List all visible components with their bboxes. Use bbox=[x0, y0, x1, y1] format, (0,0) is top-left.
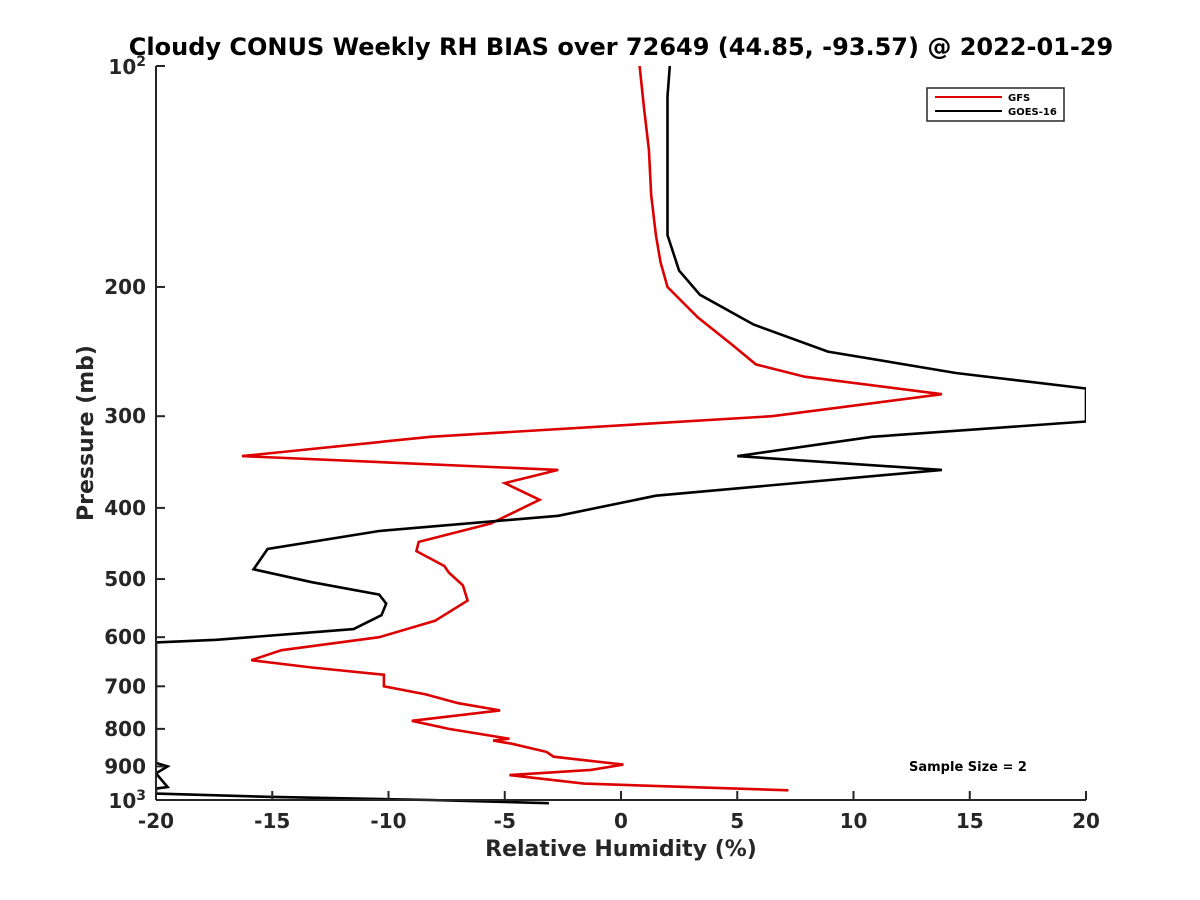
legend-label-goes16: GOES-16 bbox=[1008, 107, 1057, 118]
x-tick-label: 10 bbox=[840, 809, 868, 833]
y-tick-label: 600 bbox=[104, 625, 146, 649]
x-tick-label: -20 bbox=[138, 809, 174, 833]
y-tick-label: 500 bbox=[104, 567, 146, 591]
series-line-gfs bbox=[241, 66, 943, 792]
x-tick-label: 15 bbox=[956, 809, 984, 833]
series-line-goes-16 bbox=[156, 66, 1086, 805]
x-axis-label: Relative Humidity (%) bbox=[485, 837, 757, 862]
y-tick-label: 103 bbox=[108, 788, 146, 813]
y-tick-base: 10 bbox=[108, 789, 136, 813]
chart-title: Cloudy CONUS Weekly RH BIAS over 72649 (… bbox=[129, 33, 1113, 61]
legend: GFS GOES-16 bbox=[926, 87, 1065, 122]
y-tick-exponent: 2 bbox=[136, 54, 146, 70]
x-tick-label: 5 bbox=[730, 809, 744, 833]
x-tick-label: -10 bbox=[370, 809, 406, 833]
legend-box bbox=[926, 87, 1065, 122]
series-layer bbox=[156, 66, 1086, 805]
y-tick-label: 102 bbox=[108, 54, 146, 79]
y-tick-label: 400 bbox=[104, 496, 146, 520]
y-tick-label: 200 bbox=[104, 275, 146, 299]
legend-label-gfs: GFS bbox=[1008, 93, 1030, 104]
x-tick-label: 20 bbox=[1072, 809, 1100, 833]
sample-size-annotation: Sample Size = 2 bbox=[909, 760, 1027, 775]
y-tick-label: 800 bbox=[104, 717, 146, 741]
y-axis-label: Pressure (mb) bbox=[74, 345, 99, 521]
y-tick-label: 700 bbox=[104, 674, 146, 698]
x-tick-label: -15 bbox=[254, 809, 290, 833]
y-tick-label: 900 bbox=[104, 754, 146, 778]
y-tick-exponent: 3 bbox=[136, 788, 146, 804]
x-tick-label: -5 bbox=[494, 809, 516, 833]
x-ticks: -20 -15 -10 -5 0 5 10 15 20 bbox=[138, 791, 1100, 833]
y-tick-label: 300 bbox=[104, 404, 146, 428]
x-tick-label: 0 bbox=[614, 809, 628, 833]
y-tick-base: 10 bbox=[108, 55, 136, 79]
